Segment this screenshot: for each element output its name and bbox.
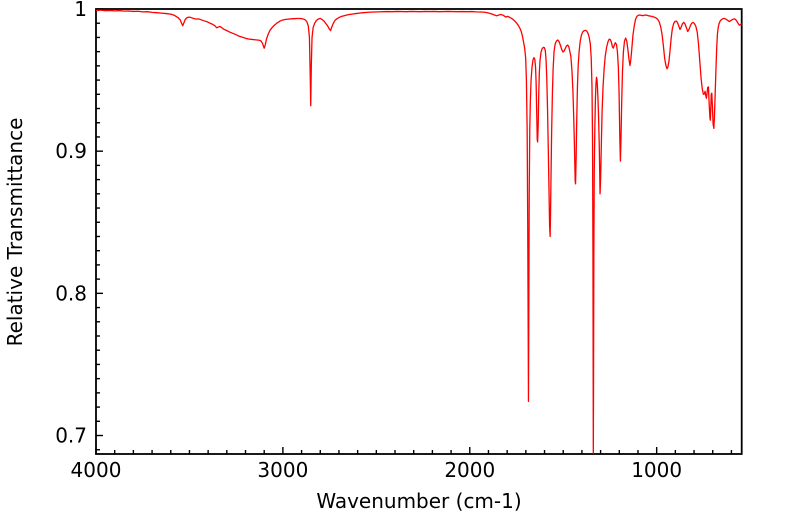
y-axis-label: Relative Transmittance [3,118,27,347]
x-tick-label: 4000 [71,458,122,482]
y-tick-label: 0.7 [55,424,87,448]
axes-box [95,8,743,455]
x-tick-label: 1000 [631,458,682,482]
y-tick-label: 0.9 [55,139,87,163]
x-axis-label: Wavenumber (cm-1) [316,489,521,513]
x-tick-label: 3000 [257,458,308,482]
axis-ticks [95,8,733,454]
x-tick-label: 2000 [444,458,495,482]
y-tick-label: 0.8 [55,281,87,305]
y-tick-label: 1 [74,0,87,21]
axis-tick-labels: 4000 3000 2000 1000 1 0.9 0.8 0.7 [55,0,682,482]
spectrum-line [96,9,742,454]
